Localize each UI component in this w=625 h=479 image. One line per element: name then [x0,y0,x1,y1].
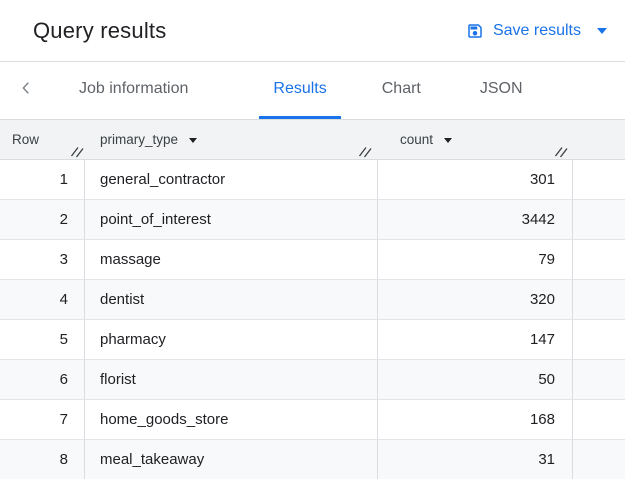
tab-job-information-label: Job information [79,80,189,97]
table-row: 2 point_of_interest 3442 [0,200,625,240]
save-results-dropdown-caret-icon [597,27,607,34]
primary-type-cell: florist [85,360,378,399]
query-results-header: Query results Save results [0,0,625,62]
row-column-resize-handle-icon[interactable] [70,144,85,158]
table-row: 4 dentist 320 [0,280,625,320]
count-cell: 320 [378,280,573,319]
count-menu-caret-icon [444,138,453,143]
filler-cell [573,160,625,199]
primary-type-cell: massage [85,240,378,279]
results-tabbar: Job information Results Chart JSON [0,62,625,120]
tab-job-information[interactable]: Job information [65,62,202,119]
count-cell: 79 [378,240,573,279]
count-cell: 147 [378,320,573,359]
results-table: 1 general_contractor 301 2 point_of_inte… [0,160,625,479]
primary-type-menu-caret-icon [189,138,198,143]
table-row: 1 general_contractor 301 [0,160,625,200]
column-header-filler [573,120,625,159]
column-header-count-label: count [400,132,434,147]
tab-results-label: Results [273,80,327,97]
count-cell: 301 [378,160,573,199]
filler-cell [573,200,625,239]
tab-json-label: JSON [479,80,523,97]
table-row: 5 pharmacy 147 [0,320,625,360]
table-row: 3 massage 79 [0,240,625,280]
row-number-cell: 8 [0,440,85,479]
save-icon [466,22,484,40]
column-header-primary-type-label: primary_type [100,132,179,147]
column-header-count[interactable]: count [378,120,573,159]
tab-json[interactable]: JSON [466,62,537,119]
primary-type-cell: general_contractor [85,160,378,199]
count-cell: 31 [378,440,573,479]
table-row: 8 meal_takeaway 31 [0,440,625,479]
tab-results[interactable]: Results [259,62,341,119]
row-number-cell: 1 [0,160,85,199]
page-title: Query results [33,17,167,43]
row-number-cell: 3 [0,240,85,279]
primary-type-cell: pharmacy [85,320,378,359]
count-cell: 50 [378,360,573,399]
chevron-left-icon [17,79,35,102]
filler-cell [573,400,625,439]
count-cell: 3442 [378,200,573,239]
filler-cell [573,360,625,399]
count-cell: 168 [378,400,573,439]
table-row: 6 florist 50 [0,360,625,400]
save-results-label: Save results [492,21,581,39]
table-row: 7 home_goods_store 168 [0,400,625,440]
row-number-cell: 7 [0,400,85,439]
column-header-row-label: Row [12,132,40,147]
row-number-cell: 2 [0,200,85,239]
filler-cell [573,440,625,479]
table-header-row: Row primary_type count [0,120,625,160]
primary-type-cell: home_goods_store [85,400,378,439]
column-header-row: Row [0,120,85,159]
primary-type-cell: point_of_interest [85,200,378,239]
primary-type-column-resize-handle-icon[interactable] [358,144,373,158]
back-button[interactable] [16,80,36,102]
row-number-cell: 6 [0,360,85,399]
save-results-button[interactable]: Save results [466,22,607,40]
primary-type-cell: dentist [85,280,378,319]
tab-chart-label: Chart [381,80,421,97]
column-header-primary-type[interactable]: primary_type [85,120,378,159]
filler-cell [573,320,625,359]
filler-cell [573,240,625,279]
tab-chart[interactable]: Chart [368,62,435,119]
row-number-cell: 5 [0,320,85,359]
filler-cell [573,280,625,319]
primary-type-cell: meal_takeaway [85,440,378,479]
row-number-cell: 4 [0,280,85,319]
count-column-resize-handle-icon[interactable] [554,144,569,158]
